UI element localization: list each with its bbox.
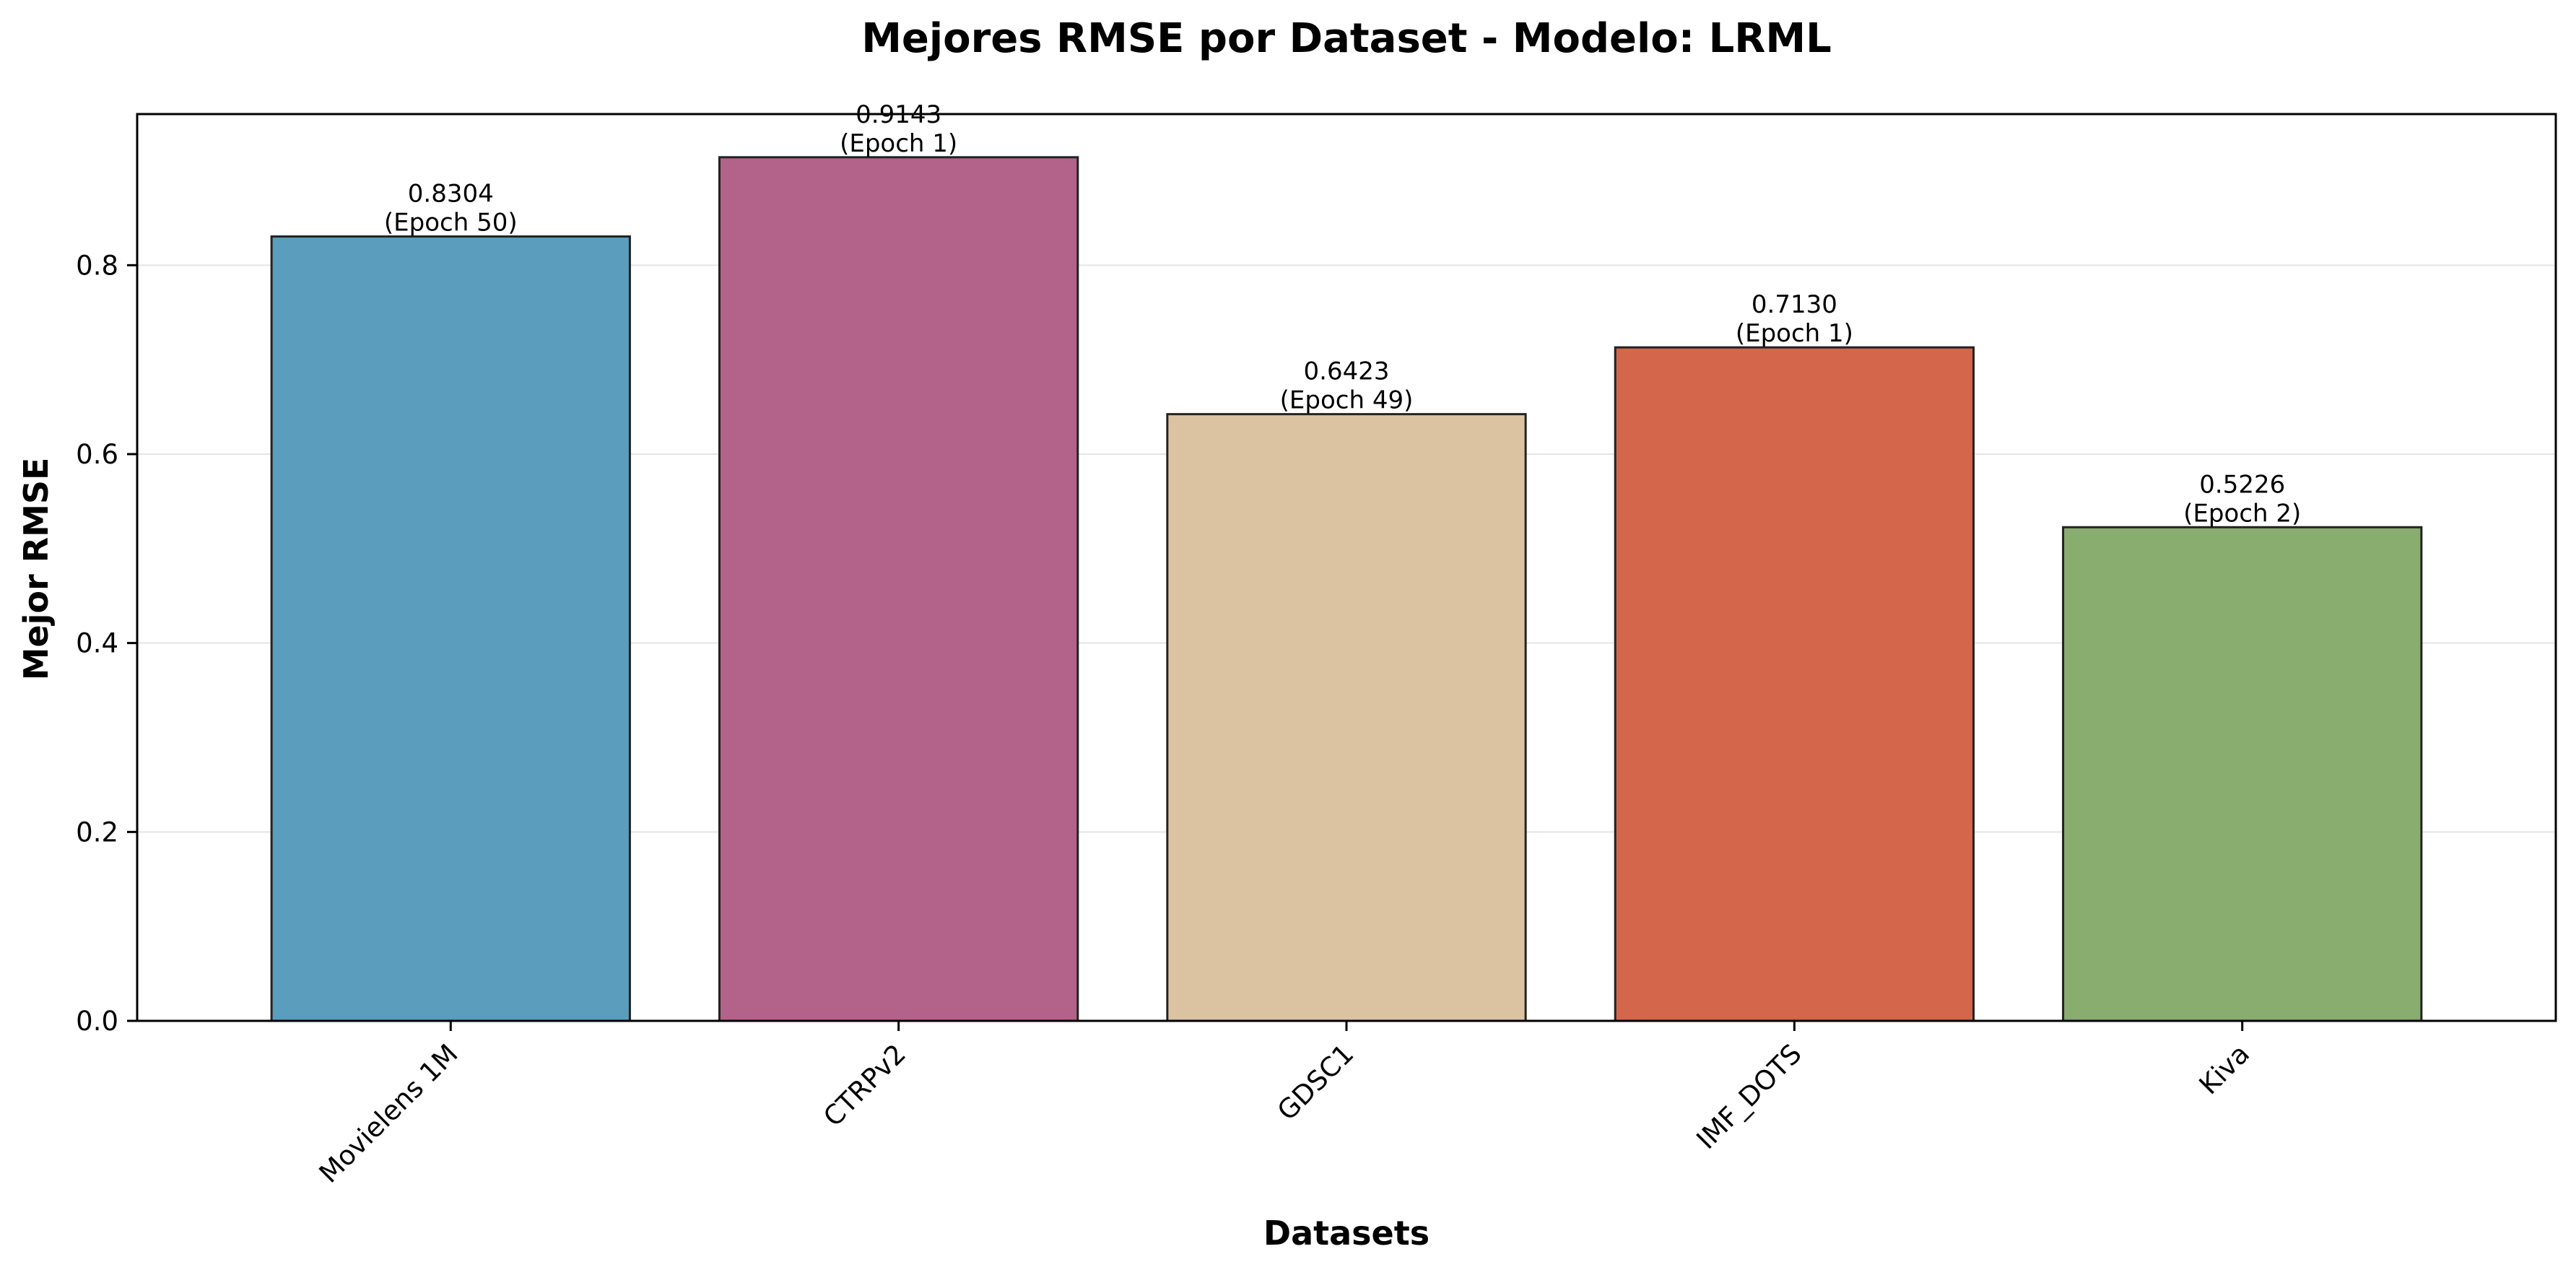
y-tick-label: 0.2: [76, 817, 118, 848]
data-label-epoch: (Epoch 50): [384, 209, 518, 238]
data-label-epoch: (Epoch 1): [1736, 319, 1853, 348]
x-tick-label: CTRPv2: [817, 1038, 912, 1133]
y-axis-label: Mejor RMSE: [17, 458, 56, 681]
data-label-value: 0.7130: [1752, 290, 1837, 319]
data-label-value: 0.8304: [408, 180, 494, 209]
x-tick-label: Kiva: [2193, 1038, 2255, 1100]
bar: [270, 235, 631, 1022]
bar: [718, 156, 1079, 1022]
bar: [1614, 346, 1975, 1022]
y-tick-label: 0.8: [76, 250, 118, 281]
y-tick-label: 0.0: [76, 1006, 118, 1037]
bar: [1166, 413, 1527, 1022]
x-axis: Movielens 1M CTRPv2 GDSC1 IMF_DOTS Kiva: [313, 1021, 2255, 1189]
y-axis: 0.0 0.2 0.4 0.6 0.8: [76, 250, 137, 1037]
x-tick-label: IMF_DOTS: [1691, 1038, 1808, 1155]
data-label-epoch: (Epoch 49): [1280, 386, 1414, 415]
y-tick-label: 0.6: [76, 439, 118, 470]
chart-title: Mejores RMSE por Dataset - Modelo: LRML: [861, 15, 1832, 62]
x-tick-label: Movielens 1M: [313, 1038, 464, 1189]
data-label-value: 0.9143: [856, 100, 941, 129]
data-label-epoch: (Epoch 2): [2183, 499, 2301, 528]
x-tick-label: GDSC1: [1271, 1038, 1359, 1126]
data-label-value: 0.5226: [2199, 470, 2285, 499]
bars: [270, 156, 2423, 1022]
y-tick-label: 0.4: [76, 628, 118, 659]
data-labels: 0.8304(Epoch 50)0.9143(Epoch 1)0.6423(Ep…: [384, 100, 2301, 528]
bar: [2062, 526, 2423, 1022]
data-label-value: 0.6423: [1304, 357, 1390, 386]
x-axis-label: Datasets: [1263, 1214, 1430, 1253]
data-label-epoch: (Epoch 1): [840, 129, 957, 158]
